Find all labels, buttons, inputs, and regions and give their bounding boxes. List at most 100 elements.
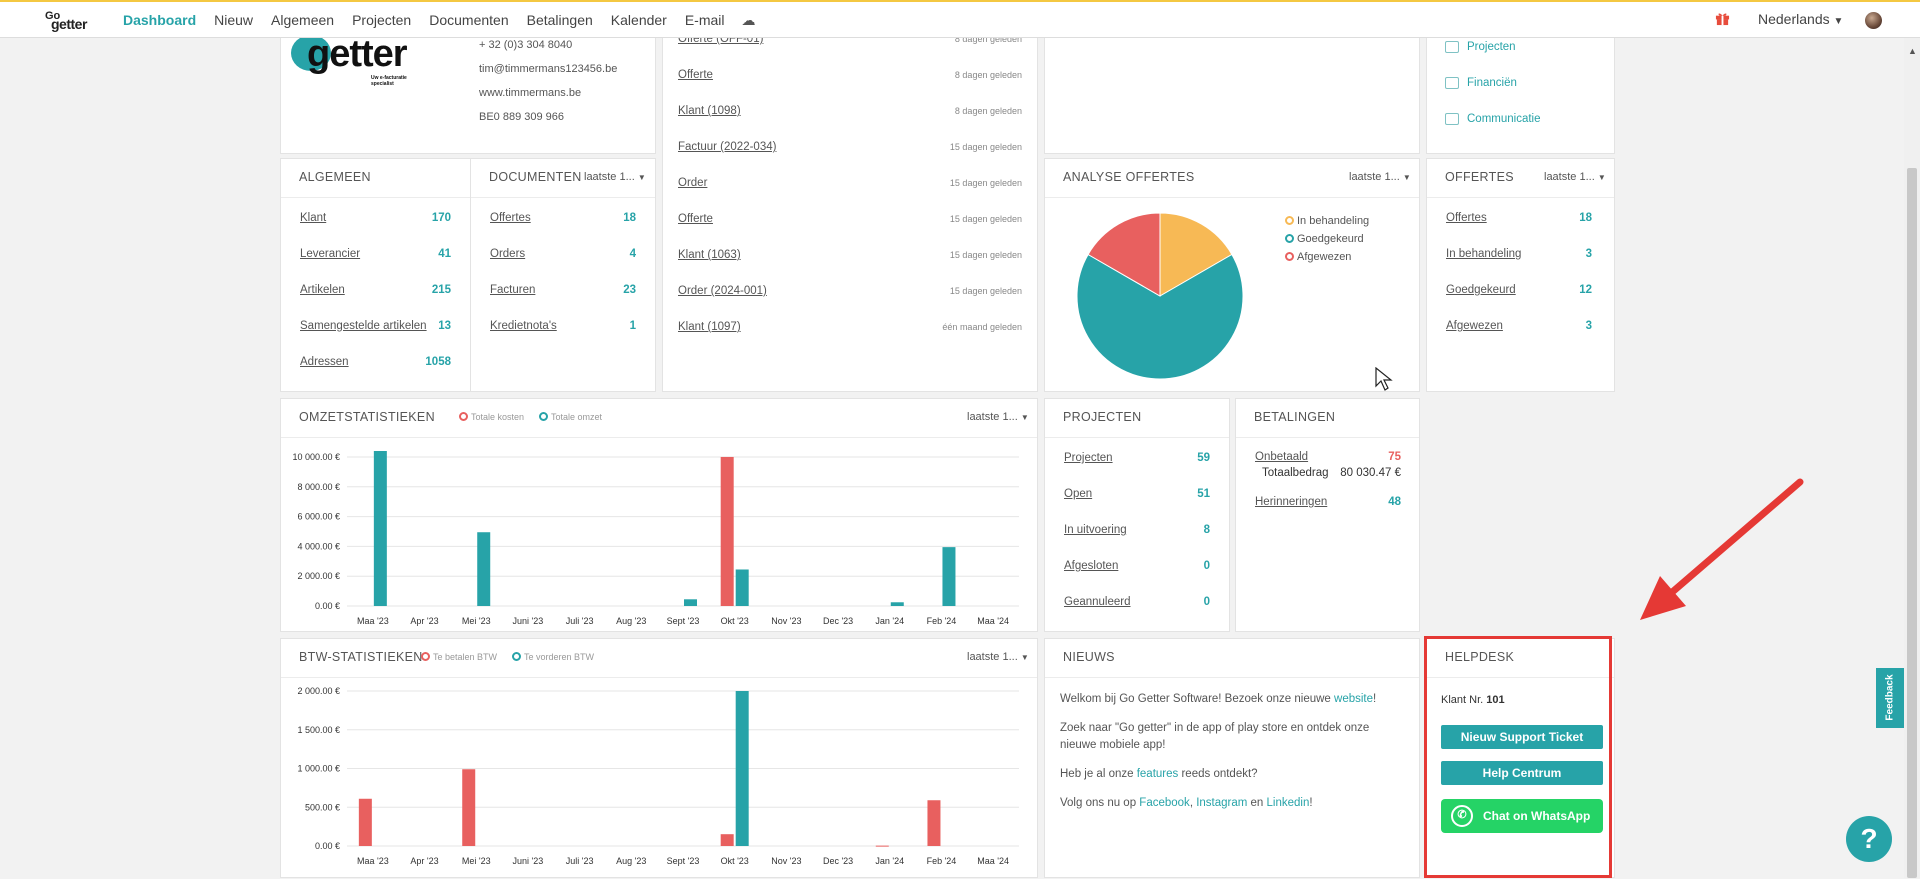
row-value: 59 — [1197, 452, 1210, 464]
period-dropdown[interactable]: laatste 1... ▼ — [967, 411, 1029, 423]
row-label: Onbetaald — [1255, 451, 1309, 463]
pie-legend-item[interactable]: In behandeling — [1285, 215, 1369, 227]
nav-item-dashboard[interactable]: Dashboard — [123, 12, 197, 28]
activity-link[interactable]: Offerte — [678, 213, 713, 225]
help-centrum-button[interactable]: Help Centrum — [1441, 761, 1603, 785]
cloud-icon[interactable]: ☁ — [741, 11, 756, 28]
legend-te-betalen[interactable]: Te betalen BTW — [421, 652, 497, 662]
stat-row[interactable]: Artikelen 215 — [300, 284, 451, 300]
activity-link[interactable]: Klant (1063) — [678, 249, 741, 261]
stat-row[interactable]: Leverancier 41 — [300, 248, 451, 264]
quicklink-projecten[interactable]: Projecten — [1467, 41, 1516, 53]
avatar[interactable] — [1865, 12, 1882, 29]
bar-te-betalen-btw[interactable] — [875, 845, 889, 847]
pie-slice-in-behandeling[interactable] — [1159, 212, 1233, 297]
company-email[interactable]: tim@timmermans123456.be — [479, 63, 618, 75]
stat-row[interactable]: Orders 4 — [490, 248, 636, 264]
nav-item-projecten[interactable]: Projecten — [352, 12, 412, 28]
period-dropdown[interactable]: laatste 1... ▼ — [967, 651, 1029, 663]
stat-row[interactable]: Afgesloten 0 — [1064, 560, 1210, 576]
legend-te-vorderen[interactable]: Te vorderen BTW — [512, 652, 594, 662]
linkedin-link[interactable]: Linkedin — [1266, 797, 1310, 809]
activity-link[interactable]: Offerte — [678, 69, 713, 81]
dropdown-label: laatste 1... — [584, 171, 635, 183]
pie-slice-afgewezen[interactable] — [1087, 212, 1161, 297]
new-support-ticket-button[interactable]: Nieuw Support Ticket — [1441, 725, 1603, 749]
scrollbar-thumb[interactable] — [1907, 168, 1917, 878]
bar-totale-omzet[interactable] — [735, 569, 749, 606]
stat-row[interactable]: In uitvoering 8 — [1064, 524, 1210, 540]
activity-link[interactable]: Order (2024-001) — [678, 285, 767, 297]
bar-te-betalen-btw[interactable] — [720, 834, 734, 846]
stat-row[interactable]: Adressen 1058 — [300, 356, 451, 372]
activity-link[interactable]: Klant (1097) — [678, 321, 741, 333]
facebook-link[interactable]: Facebook — [1139, 797, 1190, 809]
bar-totale-omzet[interactable] — [890, 602, 904, 606]
bar-totale-omzet[interactable] — [684, 599, 697, 606]
quicklink-communicatie[interactable]: Communicatie — [1467, 113, 1541, 125]
nav-item-nieuw[interactable]: Nieuw — [214, 12, 254, 28]
gift-icon[interactable] — [1715, 11, 1730, 30]
stat-row[interactable]: In behandeling 3 — [1446, 248, 1592, 264]
whatsapp-chat-button[interactable]: ✆ Chat on WhatsApp — [1441, 799, 1603, 833]
nav-item-documenten[interactable]: Documenten — [429, 12, 509, 28]
feedback-tab[interactable]: Feedback — [1876, 668, 1904, 728]
stat-row[interactable]: Klant 170 — [300, 212, 451, 228]
legend-kosten[interactable]: Totale kosten — [459, 412, 524, 422]
bar-totale-omzet[interactable] — [942, 547, 956, 606]
bar-totale-kosten[interactable] — [720, 456, 734, 606]
stat-row[interactable]: Geannuleerd 0 — [1064, 596, 1210, 612]
website-link[interactable]: website — [1334, 693, 1374, 705]
analyse-offertes-panel: ANALYSE OFFERTES laatste 1... ▼ In behan… — [1044, 158, 1420, 392]
x-tick-label: Maa '24 — [977, 856, 1009, 866]
unpaid-row[interactable]: Onbetaald 75 — [1255, 451, 1401, 463]
stat-row[interactable]: Goedgekeurd 12 — [1446, 284, 1592, 300]
reminders-row[interactable]: Herinneringen 48 — [1255, 496, 1401, 508]
bar-te-betalen-btw[interactable] — [358, 798, 372, 846]
period-dropdown[interactable]: laatste 1... ▼ — [584, 171, 646, 183]
scroll-up-icon[interactable]: ▲ — [1908, 46, 1917, 56]
x-tick-label: Mei '23 — [462, 616, 491, 626]
pie-legend-item[interactable]: Afgewezen — [1285, 251, 1369, 263]
stat-row[interactable]: Kredietnota's 1 — [490, 320, 636, 336]
nav-item-kalender[interactable]: Kalender — [610, 12, 667, 28]
instagram-link[interactable]: Instagram — [1196, 797, 1248, 809]
quicklink-financiën[interactable]: Financiën — [1467, 77, 1517, 89]
stat-row[interactable]: Offertes 18 — [490, 212, 636, 228]
x-tick-label: Jan '24 — [875, 616, 904, 626]
stat-row[interactable]: Open 51 — [1064, 488, 1210, 504]
nav-item-email[interactable]: E-mail — [684, 12, 725, 28]
panel-title: PROJECTEN — [1063, 410, 1142, 424]
x-tick-label: Feb '24 — [927, 616, 957, 626]
language-selector[interactable]: Nederlands ▼ — [1758, 11, 1843, 27]
scrollbar-track[interactable]: ▲ — [1904, 38, 1920, 878]
bar-te-vorderen-btw[interactable] — [735, 691, 749, 846]
bar-totale-omzet[interactable] — [477, 532, 491, 606]
bar-te-betalen-btw[interactable] — [462, 769, 476, 846]
nav-item-betalingen[interactable]: Betalingen — [526, 12, 593, 28]
row-value: 80 030.47 € — [1340, 467, 1401, 479]
nav-item-algemeen[interactable]: Algemeen — [271, 12, 335, 28]
stat-row[interactable]: Samengestelde artikelen 13 — [300, 320, 451, 336]
row-label: Artikelen — [300, 284, 345, 296]
app-logo[interactable]: Go getter — [45, 10, 100, 32]
x-tick-label: Nov '23 — [771, 616, 801, 626]
activity-link[interactable]: Factuur (2022-034) — [678, 141, 777, 153]
stat-row[interactable]: Offertes 18 — [1446, 212, 1592, 228]
features-link[interactable]: features — [1136, 768, 1179, 780]
bar-te-betalen-btw[interactable] — [927, 800, 941, 846]
panel-title: DOCUMENTEN — [489, 170, 582, 184]
period-dropdown[interactable]: laatste 1... ▼ — [1349, 171, 1411, 183]
stat-row[interactable]: Afgewezen 3 — [1446, 320, 1592, 336]
bar-totale-omzet[interactable] — [373, 451, 387, 606]
stat-row[interactable]: Projecten 59 — [1064, 452, 1210, 468]
activity-link[interactable]: Klant (1098) — [678, 105, 741, 117]
activity-link[interactable]: Order — [678, 177, 708, 189]
help-chat-button[interactable]: ? — [1846, 816, 1892, 862]
period-dropdown[interactable]: laatste 1... ▼ — [1544, 171, 1606, 183]
stat-row[interactable]: Facturen 23 — [490, 284, 636, 300]
pie-slice-goedgekeurd[interactable] — [1076, 253, 1244, 380]
legend-omzet[interactable]: Totale omzet — [539, 412, 602, 422]
company-website[interactable]: www.timmermans.be — [479, 87, 582, 99]
pie-legend-item[interactable]: Goedgekeurd — [1285, 233, 1369, 245]
